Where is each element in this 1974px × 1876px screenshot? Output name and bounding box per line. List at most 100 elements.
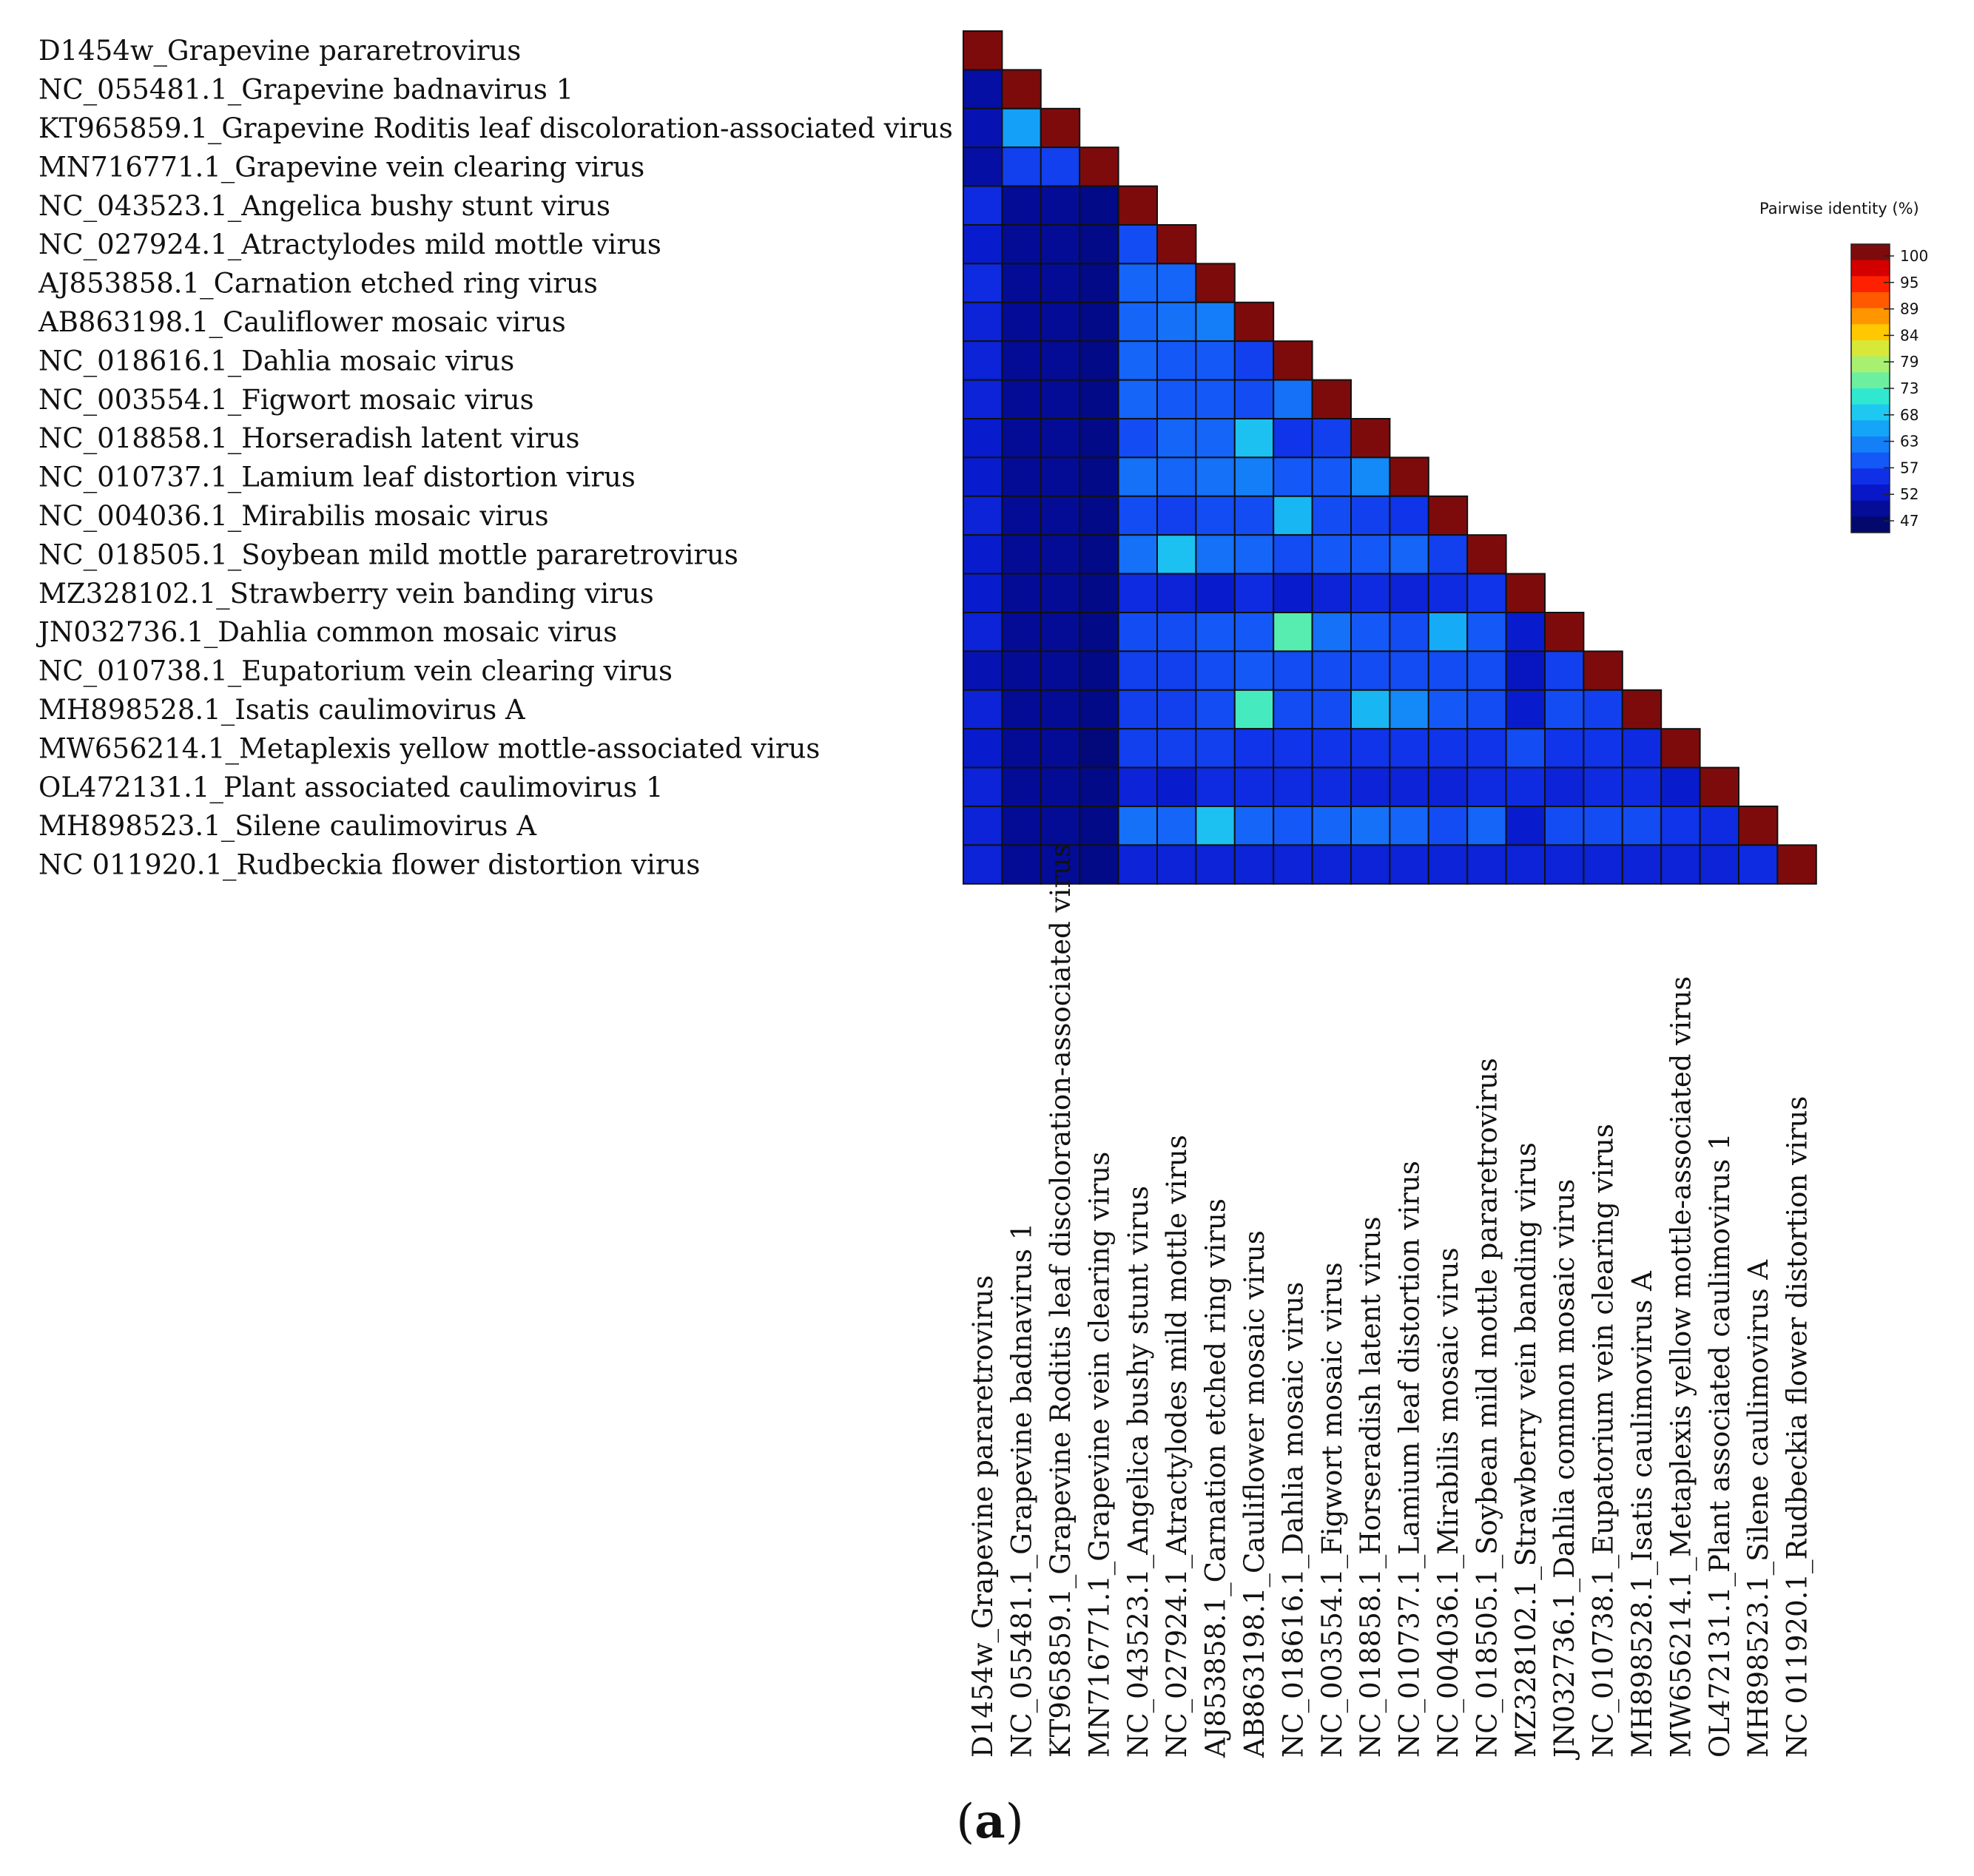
heatmap-cell: 100% xyxy=(1621,689,1663,730)
heatmap-cell: 57% xyxy=(1117,224,1158,265)
heatmap-cell: 50% xyxy=(963,107,1003,149)
legend-tick-label: 63 xyxy=(1900,433,1919,451)
heatmap-cell: 53% xyxy=(1544,844,1585,885)
heatmap-cell: 56% xyxy=(1001,146,1042,187)
heatmap-cell: 56% xyxy=(1156,728,1197,769)
heatmap-cell: 53% xyxy=(1156,573,1197,613)
heatmap-cell: 51% xyxy=(1505,650,1546,691)
heatmap-cell: 65% xyxy=(1427,612,1469,652)
heatmap-cell: 53% xyxy=(1389,766,1429,807)
legend-swatch xyxy=(1851,468,1890,485)
heatmap-cell: 48% xyxy=(1001,689,1042,730)
heatmap-cell: 59% xyxy=(1156,456,1197,497)
heatmap-cell: 49% xyxy=(963,69,1003,109)
heatmap-cell: 100% xyxy=(1117,185,1158,226)
heatmap-cell: 48% xyxy=(1001,301,1042,343)
heatmap-cell: 47% xyxy=(1079,418,1119,459)
heatmap-cell: 48% xyxy=(1040,612,1081,652)
heatmap-cell: 100% xyxy=(1427,495,1469,536)
heatmap-cell: 53% xyxy=(1117,844,1158,885)
heatmap-cell: 57% xyxy=(1273,689,1313,730)
heatmap-cell: 58% xyxy=(1156,379,1197,419)
heatmap-cell: 60% xyxy=(1273,379,1313,419)
legend-tick-label: 84 xyxy=(1900,326,1919,344)
heatmap-cell: 58% xyxy=(1311,456,1352,497)
legend-swatch xyxy=(1851,420,1890,437)
heatmap-cell: 57% xyxy=(1427,806,1469,846)
legend-swatch xyxy=(1851,244,1890,261)
heatmap-cell: 59% xyxy=(1156,418,1197,459)
column-label: NC_027924.1_Atractylodes mild mottle vir… xyxy=(1161,1135,1193,1758)
heatmap-cell: 55% xyxy=(1466,728,1507,769)
heatmap-cell: 55% xyxy=(1660,806,1701,846)
row-label: MN716771.1_Grapevine vein clearing virus xyxy=(38,151,644,183)
legend-swatch xyxy=(1851,292,1890,309)
heatmap-cell: 100% xyxy=(1311,379,1352,419)
heatmap-cell: 56% xyxy=(1311,418,1352,459)
legend-swatch xyxy=(1851,452,1890,469)
heatmap-cell: 47% xyxy=(1079,689,1119,730)
column-label: MN716771.1_Grapevine vein clearing virus xyxy=(1083,1152,1116,1758)
heatmap-cell: 54% xyxy=(1427,573,1469,613)
heatmap-cell: 53% xyxy=(963,612,1003,652)
heatmap-cell: 54% xyxy=(1273,766,1313,807)
heatmap-cell: 56% xyxy=(1583,689,1623,730)
heatmap-cell: 47% xyxy=(1079,379,1119,419)
heatmap-cell: 48% xyxy=(1040,650,1081,691)
column-label: KT965859.1_Grapevine Roditis leaf discol… xyxy=(1045,843,1077,1758)
heatmap-cell: 48% xyxy=(1040,844,1081,885)
heatmap-cell: 57% xyxy=(1311,650,1352,691)
heatmap-cell: 54% xyxy=(1621,766,1663,807)
heatmap-cell: 53% xyxy=(963,806,1003,846)
row-label: NC 011920.1_Rudbeckia flower distortion … xyxy=(38,849,700,882)
heatmap-cell: 53% xyxy=(1156,844,1197,885)
heatmap-cell: 100% xyxy=(1505,573,1546,613)
heatmap-cell: 57% xyxy=(1273,534,1313,575)
heatmap-cell: 53% xyxy=(963,689,1003,730)
heatmap-cell: 48% xyxy=(1001,806,1042,846)
heatmap-cell: 57% xyxy=(1117,612,1158,652)
heatmap-cell: 55% xyxy=(1544,728,1585,769)
heatmap-cell: 58% xyxy=(1350,534,1391,575)
heatmap-cell: 48% xyxy=(1001,185,1042,226)
heatmap-cell: 50% xyxy=(963,650,1003,691)
row-label: AJ853858.1_Carnation etched ring virus xyxy=(38,268,598,300)
heatmap-cell: 55% xyxy=(1311,728,1352,769)
heatmap-cell: 64% xyxy=(1001,107,1042,149)
heatmap-cell: 53% xyxy=(1583,844,1623,885)
legend-ticks: 100 95 89 84 79 73 68 63 57 52 47 xyxy=(1884,247,1928,530)
heatmap-cell: 53% xyxy=(1427,766,1469,807)
heatmap-cell: 52% xyxy=(1505,612,1546,652)
heatmap-cell: 57% xyxy=(1117,418,1158,459)
heatmap-cell: 59% xyxy=(1311,806,1352,846)
column-label: NC_018505.1_Soybean mild mottle pararetr… xyxy=(1471,1058,1503,1758)
column-label: NC_018616.1_Dahlia mosaic virus xyxy=(1277,1282,1310,1758)
heatmap-cell: 60% xyxy=(1117,456,1158,497)
heatmap-cell: 60% xyxy=(1195,456,1236,497)
heatmap-cell: 59% xyxy=(1156,806,1197,846)
column-label: NC_018858.1_Horseradish latent virus xyxy=(1355,1216,1387,1758)
heatmap-cell: 48% xyxy=(1001,573,1042,613)
heatmap-cell: 46% xyxy=(1079,728,1119,769)
column-label: NC_010737.1_Lamium leaf distortion virus xyxy=(1394,1161,1426,1758)
legend-color-bar xyxy=(1850,243,1890,533)
row-label: MW656214.1_Metaplexis yellow mottle-asso… xyxy=(38,732,820,765)
heatmap-cell: 57% xyxy=(1389,650,1429,691)
panel-label-letter: a xyxy=(974,1794,1005,1849)
heatmap-cell: 60% xyxy=(1117,806,1158,846)
heatmap-cell: 100% xyxy=(1776,844,1817,885)
heatmap-cell: 47% xyxy=(1079,612,1119,652)
heatmap-cell: 47% xyxy=(1079,573,1119,613)
heatmap-cell: 100% xyxy=(1583,650,1623,691)
heatmap-cell: 56% xyxy=(1156,495,1197,536)
heatmap-cell: 47% xyxy=(1079,301,1119,343)
heatmap-cell: 53% xyxy=(1311,844,1352,885)
heatmap-cell: 48% xyxy=(1040,379,1081,419)
heatmap-cell: 59% xyxy=(1195,418,1236,459)
heatmap-cell: 52% xyxy=(963,456,1003,497)
heatmap-cell: 59% xyxy=(1233,534,1275,575)
heatmap-cell: 60% xyxy=(1311,612,1352,652)
heatmap-cell: 53% xyxy=(1389,573,1429,613)
heatmap-cell: 48% xyxy=(1001,844,1042,885)
heatmap-cell: 56% xyxy=(1156,689,1197,730)
